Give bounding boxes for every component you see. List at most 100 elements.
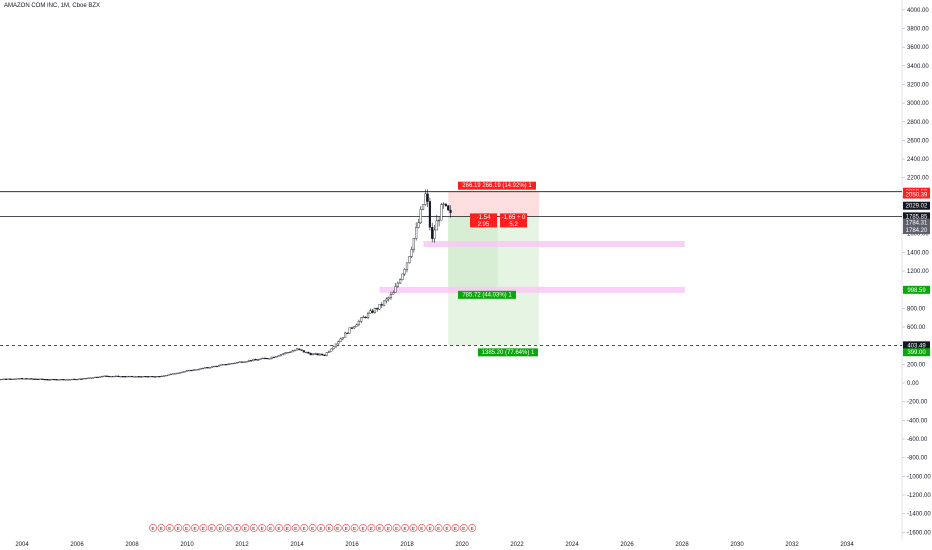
candle-body [73,378,76,381]
candle-body [98,376,102,378]
earnings-marker-icon [157,524,166,532]
candle-body [369,310,372,314]
earnings-marker-label: E [269,526,272,531]
candle-body [27,378,30,380]
candle-body [360,317,363,322]
candle-body [279,354,283,356]
candle-body [128,375,131,378]
price-tick-label: -1000.00 [907,474,931,480]
candle-body [135,376,138,378]
candle-body [217,364,221,367]
candle-body [190,369,193,372]
earnings-marker-label: E [185,526,188,531]
candle-body [119,376,122,378]
candle-body [355,324,358,327]
earnings-marker-icon [308,524,317,532]
earnings-marker-icon [174,524,183,532]
earnings-marker-icon [216,524,225,532]
candle-body [124,376,127,378]
candle-body [64,379,67,381]
time-tick-label: 2024 [565,542,579,548]
earnings-marker-label: E [193,526,196,531]
price-tick-label: 2600.00 [907,138,929,144]
earnings-marker-label: E [403,526,406,531]
candle-body [275,356,278,358]
candle-body [332,346,335,350]
candle-body [156,376,159,378]
candle-body [284,352,287,354]
earnings-marker-icon [359,524,367,532]
candle-body [215,365,218,368]
candle-body [172,373,175,375]
candle-body [201,367,205,370]
candle-body [105,375,108,377]
candle-body [23,378,26,380]
candle-body [250,360,253,362]
candle-body [339,338,342,342]
candle-body [204,367,207,369]
earnings-marker-label: E [286,526,289,531]
time-tick-label: 2028 [675,542,689,548]
earnings-marker-label: E [420,526,423,531]
candle-body [325,352,328,356]
candle-body [185,370,189,372]
earnings-marker-label: E [219,526,222,531]
candle-body [18,378,21,380]
candle-body [165,375,168,377]
candle-body [206,367,209,369]
candle-body [353,326,356,329]
earnings-marker-icon [451,524,460,532]
candle-body [144,375,147,378]
price-tick-label: 0.00 [907,381,919,387]
time-tick-label: 2030 [730,542,744,548]
price-tag-label: 998.59 [907,288,926,294]
earnings-marker-label: E [378,526,381,531]
earnings-marker-icon [434,524,443,532]
earnings-marker-label: E [151,526,154,531]
candle-body [91,377,95,379]
price-tag-bg [903,201,930,210]
earnings-marker-icon [367,524,376,532]
earnings-marker-label: E [227,526,230,531]
candle-body [229,363,232,365]
candle-body [36,378,40,381]
candle-body [142,375,145,378]
earnings-marker-label: E [303,526,306,531]
risk-ratio-box-bg [470,213,497,228]
candle-body [234,362,237,364]
candle-body [311,353,315,356]
candle-body [39,378,42,380]
earnings-marker-icon [165,524,174,532]
candle-body [151,376,154,378]
earnings-marker-icon [325,524,334,532]
stop-loss-zone [448,191,539,217]
chart-title: AMAZON COM INC, 1M, Cboe BZX [4,3,101,9]
candle-body [415,227,418,239]
earnings-marker-label: E [168,526,171,531]
price-tag-bg [903,212,930,221]
candle-body [48,379,51,381]
price-tag-label: 403.49 [907,343,926,349]
candle-body [78,378,81,380]
candle-body [87,377,90,379]
candle-body [7,378,10,380]
time-tick-label: 2020 [455,542,469,548]
candle-body [103,375,106,377]
candle-body [334,343,338,347]
candle-body [236,362,239,364]
earnings-marker-label: E [370,526,373,531]
candle-body [30,378,33,380]
earnings-marker-label: E [454,526,457,531]
candle-body [327,350,331,353]
candle-body [213,365,216,368]
candle-body [57,379,60,381]
candle-body [117,375,120,377]
candle-body [112,375,115,378]
time-tick-label: 2016 [345,542,359,548]
price-tag-label: 399.00 [907,350,926,356]
candle-body [348,327,351,334]
candle-body [419,209,422,223]
candle-body [2,378,5,380]
price-tick-label: -400.00 [907,418,928,424]
